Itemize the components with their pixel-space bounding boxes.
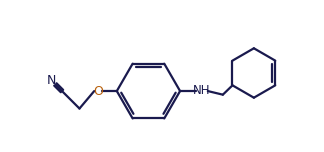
Text: NH: NH xyxy=(193,84,211,97)
Text: N: N xyxy=(47,74,56,87)
Text: O: O xyxy=(93,85,103,98)
